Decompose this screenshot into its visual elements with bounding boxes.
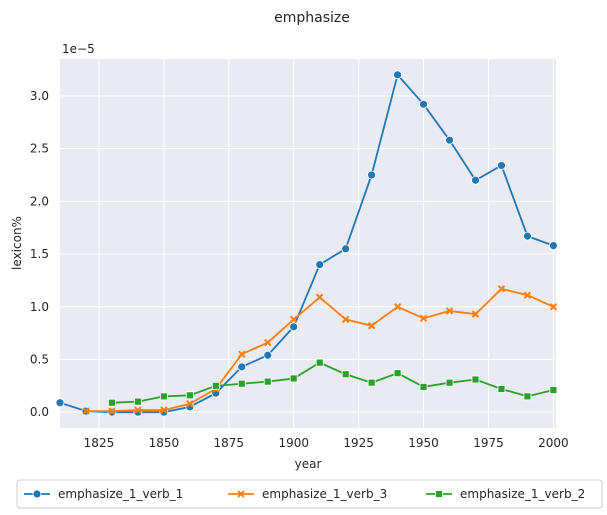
x-tick-label: 2000 bbox=[538, 436, 569, 450]
x-tick-label: 1975 bbox=[473, 436, 504, 450]
series-group bbox=[55, 70, 558, 417]
data-point bbox=[315, 293, 324, 301]
x-tick-label: 1925 bbox=[343, 436, 374, 450]
x-tick-label: 1825 bbox=[84, 436, 115, 450]
data-point bbox=[549, 386, 558, 394]
data-point bbox=[523, 291, 532, 299]
data-point bbox=[445, 378, 454, 387]
data-point bbox=[549, 303, 558, 311]
data-point bbox=[341, 244, 351, 254]
data-point bbox=[185, 391, 194, 400]
legend-swatch-marker bbox=[237, 490, 245, 498]
data-point bbox=[237, 379, 246, 388]
data-point bbox=[419, 382, 428, 391]
data-point bbox=[471, 175, 480, 185]
series-emphasize_1_verb_2 bbox=[108, 358, 558, 407]
y-tick-label: 0.5 bbox=[30, 352, 49, 366]
data-point bbox=[497, 161, 506, 170]
data-point bbox=[290, 315, 298, 324]
data-point bbox=[264, 338, 272, 347]
data-point bbox=[419, 99, 428, 109]
y-axis-label: lexicon% bbox=[10, 216, 24, 270]
data-point bbox=[445, 307, 454, 315]
legend-entry: emphasize_1_verb_1 bbox=[24, 487, 183, 501]
x-tick-label: 1950 bbox=[408, 436, 439, 450]
data-point bbox=[341, 370, 350, 379]
x-tick-label: 1900 bbox=[278, 436, 309, 450]
data-point bbox=[367, 378, 376, 387]
data-point bbox=[134, 406, 142, 414]
x-axis-label: year bbox=[295, 457, 322, 471]
data-point bbox=[367, 170, 377, 180]
plot-area bbox=[60, 59, 556, 428]
y-tick-label: 1.5 bbox=[30, 247, 49, 261]
data-point bbox=[55, 398, 65, 408]
data-point bbox=[211, 381, 220, 390]
x-tick-label: 1850 bbox=[149, 436, 180, 450]
y-tick-label: 0.0 bbox=[30, 405, 49, 419]
data-point bbox=[393, 303, 402, 311]
data-point bbox=[108, 398, 116, 407]
data-point bbox=[419, 314, 428, 323]
data-point bbox=[315, 260, 325, 269]
data-point bbox=[471, 310, 480, 318]
chart-title: emphasize bbox=[274, 10, 350, 26]
series-line bbox=[111, 361, 554, 404]
data-point bbox=[237, 362, 247, 372]
legend-frame bbox=[16, 479, 603, 509]
y-scale-label: 1e−5 bbox=[62, 42, 95, 56]
data-point bbox=[315, 358, 324, 367]
legend-swatch-marker bbox=[32, 489, 42, 499]
data-point bbox=[238, 350, 246, 358]
data-point bbox=[523, 392, 532, 401]
data-point bbox=[549, 241, 558, 251]
data-point bbox=[367, 322, 376, 330]
x-axis-ticks: 1825 1850 1875 1900 1925 1950 1975 2000 bbox=[84, 436, 569, 450]
data-point bbox=[393, 70, 402, 80]
data-point bbox=[160, 406, 168, 414]
data-point bbox=[108, 407, 116, 415]
y-tick-label: 1.0 bbox=[30, 300, 49, 314]
data-point bbox=[341, 315, 350, 324]
legend-entry: emphasize_1_verb_3 bbox=[228, 487, 387, 501]
legend-swatch-marker bbox=[435, 490, 443, 498]
x-tick-label: 1875 bbox=[214, 436, 245, 450]
data-point bbox=[263, 350, 273, 360]
y-tick-label: 2.0 bbox=[30, 194, 49, 208]
data-point bbox=[289, 322, 299, 332]
data-point bbox=[134, 397, 142, 406]
legend-label: emphasize_1_verb_3 bbox=[262, 487, 387, 501]
y-axis-ticks: 0.0 0.5 1.0 1.5 2.0 2.5 3.0 bbox=[30, 89, 49, 419]
y-tick-label: 2.5 bbox=[30, 142, 49, 156]
data-point bbox=[289, 374, 298, 383]
legend-label: emphasize_1_verb_1 bbox=[58, 487, 183, 501]
legend-label: emphasize_1_verb_2 bbox=[460, 487, 585, 501]
data-point bbox=[159, 392, 168, 401]
data-point bbox=[263, 377, 272, 386]
legend: emphasize_1_verb_1 emphasize_1_verb_3 emph… bbox=[16, 479, 603, 509]
grid bbox=[60, 59, 556, 428]
data-point bbox=[445, 135, 454, 145]
data-point bbox=[471, 375, 480, 384]
data-point bbox=[393, 369, 402, 378]
data-point bbox=[186, 400, 194, 408]
y-tick-label: 3.0 bbox=[30, 89, 49, 103]
data-point bbox=[497, 285, 506, 293]
data-point bbox=[523, 231, 532, 241]
data-point bbox=[497, 385, 506, 393]
legend-entry: emphasize_1_verb_2 bbox=[426, 487, 585, 501]
data-point bbox=[82, 407, 90, 415]
